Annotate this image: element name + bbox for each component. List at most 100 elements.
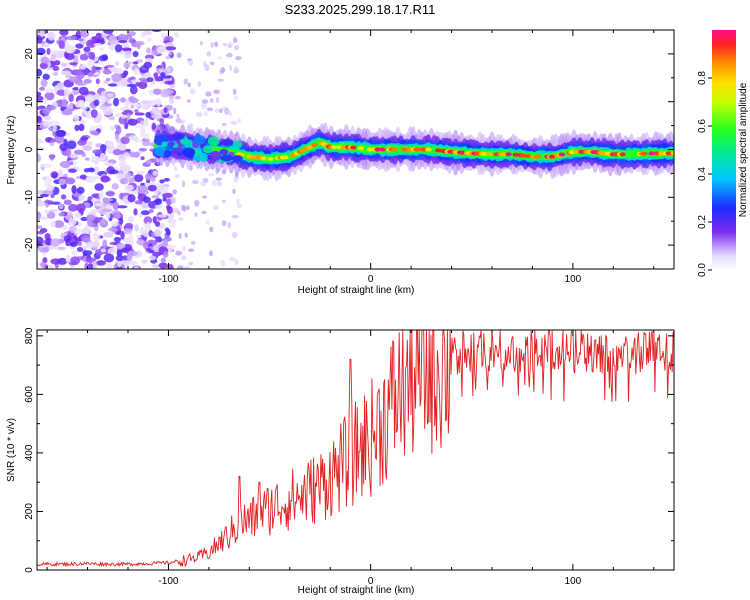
ridge-blob [171,147,184,154]
ridge-peak [600,151,607,156]
noise-blob [190,240,196,245]
noise-blob [102,68,113,75]
noise-blob [166,66,172,72]
noise-blob [214,41,219,48]
noise-blob [206,50,212,57]
noise-blob [113,97,120,107]
noise-blob [217,78,224,82]
noise-blob [152,251,162,257]
noise-blob [64,177,76,185]
noise-blob [50,171,59,179]
colorbar-tick-label: 0.4 [697,167,708,181]
noise-blob [37,36,43,44]
noise-blob [100,218,107,225]
noise-blob [79,174,87,180]
noise-blob [53,85,60,93]
noise-blob [102,208,113,213]
x-tick-label: -100 [158,576,178,587]
noise-blob [169,84,175,89]
noise-blob [83,78,92,84]
noise-blob [222,42,228,47]
noise-blob [99,47,104,52]
noise-blob [166,204,171,211]
ridge-peak [493,152,500,157]
noise-blob [37,111,41,117]
snr-frame [36,329,675,571]
noise-blob [129,97,139,104]
noise-blob [142,141,152,147]
noise-blob [104,162,115,167]
noise-blob [186,205,190,211]
noise-blob [43,177,53,187]
noise-blob [37,262,41,268]
noise-blob [115,61,120,66]
noise-blob [141,259,148,264]
ridge-peak [459,150,466,155]
noise-blob [117,205,128,209]
noise-blob [115,242,126,249]
spectrogram-marks [37,30,674,269]
ridge-blob [172,133,185,140]
ridge-peak [653,151,660,156]
noise-blob [132,104,143,108]
noise-blob [74,212,82,219]
noise-blob [127,118,138,126]
noise-blob [133,266,139,269]
ridge-peak [481,151,488,156]
noise-blob [84,51,90,55]
noise-blob [63,87,70,97]
ridge-peak [306,145,313,150]
chart-title: S233.2025.299.18.17.R11 [285,2,436,17]
spectrogram-x-label: Height of straight line (km) [298,285,415,296]
noise-blob [91,65,97,74]
noise-blob [64,40,70,50]
noise-blob [58,169,63,177]
noise-blob [61,98,68,108]
ridge-peak [519,153,527,158]
noise-blob [132,61,139,65]
noise-blob [78,123,85,132]
noise-blob [140,33,147,38]
noise-blob [42,73,50,81]
noise-blob [136,239,145,245]
ridge-peak [379,147,386,152]
noise-blob [124,184,134,192]
noise-blob [177,265,184,269]
noise-blob [203,61,207,68]
noise-blob [215,96,220,103]
ridge-peak [485,152,493,157]
noise-blob [105,77,111,82]
noise-blob [74,229,86,235]
noise-blob [119,177,129,185]
noise-blob [58,202,64,210]
noise-blob [107,227,118,232]
noise-blob [117,260,122,268]
noise-blob [176,120,184,124]
noise-blob [47,264,54,269]
colorbar-tick-label: 0.6 [697,119,708,133]
noise-blob [103,231,114,238]
noise-blob [119,78,129,87]
snr-line [37,330,674,568]
noise-blob [140,156,145,161]
noise-blob [115,113,121,118]
noise-blob [97,112,102,121]
noise-blob [168,94,175,100]
noise-blob [151,106,158,115]
noise-blob [37,115,43,124]
noise-blob [148,255,157,261]
noise-blob [97,96,104,101]
noise-blob [106,141,114,148]
noise-blob [49,138,57,143]
noise-blob [188,261,194,266]
noise-blob [139,100,151,104]
noise-blob [232,176,239,183]
noise-blob [209,250,213,257]
noise-blob [110,125,115,131]
noise-blob [63,235,72,243]
noise-blob [129,151,136,158]
noise-blob [50,220,56,228]
noise-blob [37,95,44,102]
noise-blob [231,214,239,219]
noise-blob [205,220,210,225]
